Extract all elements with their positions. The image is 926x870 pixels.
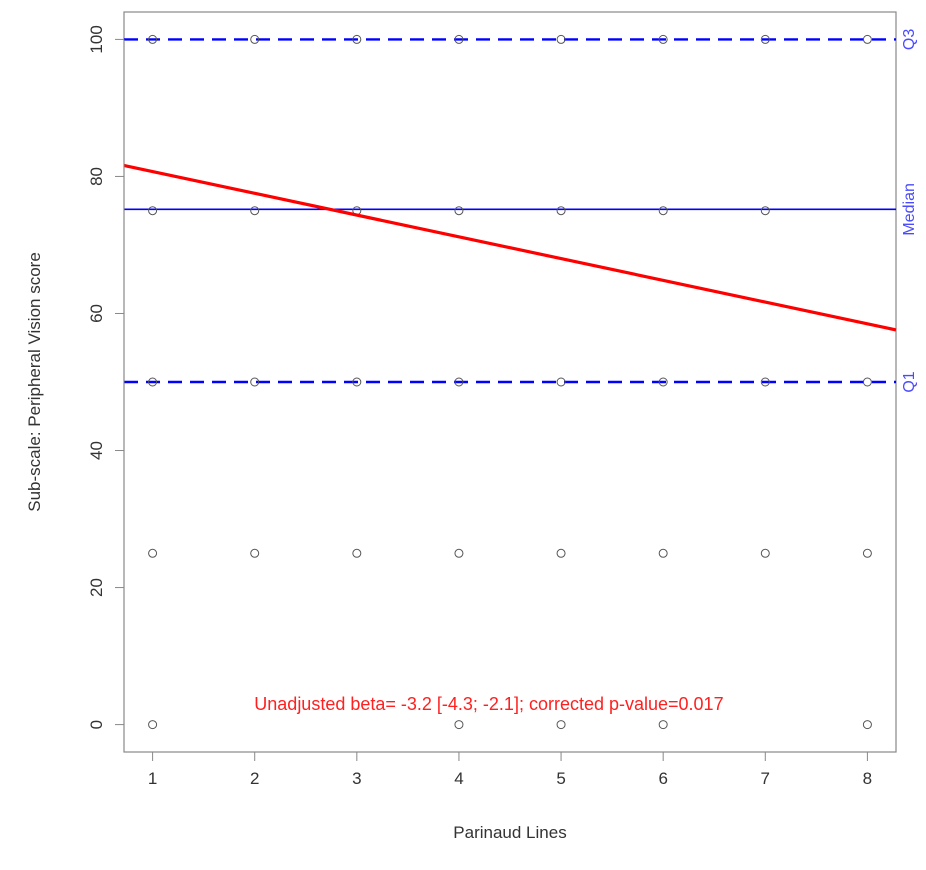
reference-label-q1: Q1 [901, 371, 918, 392]
data-point [148, 548, 158, 558]
data-point [556, 34, 566, 44]
data-point [658, 548, 668, 558]
data-point [658, 720, 668, 730]
y-tick-label: 80 [87, 167, 106, 186]
data-point [352, 548, 362, 558]
data-point [352, 34, 362, 44]
data-point [250, 34, 260, 44]
x-tick-label: 8 [863, 769, 872, 788]
data-point [760, 377, 770, 387]
data-point [658, 206, 668, 216]
data-point [760, 548, 770, 558]
data-point [148, 377, 158, 387]
x-tick-label: 7 [761, 769, 770, 788]
data-point [760, 34, 770, 44]
y-tick-label: 60 [87, 304, 106, 323]
reference-label-median: Median [901, 183, 918, 235]
data-point [862, 34, 872, 44]
data-point [250, 548, 260, 558]
data-point [454, 377, 464, 387]
x-axis: 1 2 3 4 5 6 7 8 [148, 751, 872, 788]
data-point [454, 548, 464, 558]
regression-line [123, 163, 897, 332]
y-tick-label: 20 [87, 578, 106, 597]
reference-lines [124, 38, 896, 384]
data-point [862, 720, 872, 730]
data-point [250, 377, 260, 387]
y-axis-label: Sub-scale: Peripheral Vision score [25, 252, 44, 512]
data-point [556, 720, 566, 730]
data-point [454, 206, 464, 216]
data-points [148, 34, 872, 730]
regression-line-group [123, 163, 897, 332]
x-tick-label: 1 [148, 769, 157, 788]
data-point [148, 206, 158, 216]
data-point [658, 34, 668, 44]
data-point [862, 377, 872, 387]
data-point [454, 720, 464, 730]
data-point [862, 548, 872, 558]
reference-line-labels: Q3 Median Q1 [901, 29, 918, 393]
x-tick-label: 6 [658, 769, 667, 788]
y-tick-label: 100 [87, 25, 106, 53]
y-tick-label: 40 [87, 441, 106, 460]
y-axis: 0 20 40 60 80 100 [87, 25, 125, 729]
x-tick-label: 5 [556, 769, 565, 788]
y-tick-label: 0 [87, 720, 106, 729]
data-point [760, 206, 770, 216]
data-point [250, 206, 260, 216]
x-tick-label: 2 [250, 769, 259, 788]
data-point [556, 377, 566, 387]
data-point [556, 206, 566, 216]
annotation-text: Unadjusted beta= -3.2 [-4.3; -2.1]; corr… [254, 694, 723, 714]
data-point [658, 377, 668, 387]
data-point [352, 377, 362, 387]
data-point [148, 720, 158, 730]
x-axis-label: Parinaud Lines [453, 823, 566, 842]
data-point [454, 34, 464, 44]
data-point [148, 34, 158, 44]
x-tick-label: 3 [352, 769, 361, 788]
x-tick-label: 4 [454, 769, 463, 788]
reference-label-q3: Q3 [901, 29, 918, 50]
data-point [556, 548, 566, 558]
